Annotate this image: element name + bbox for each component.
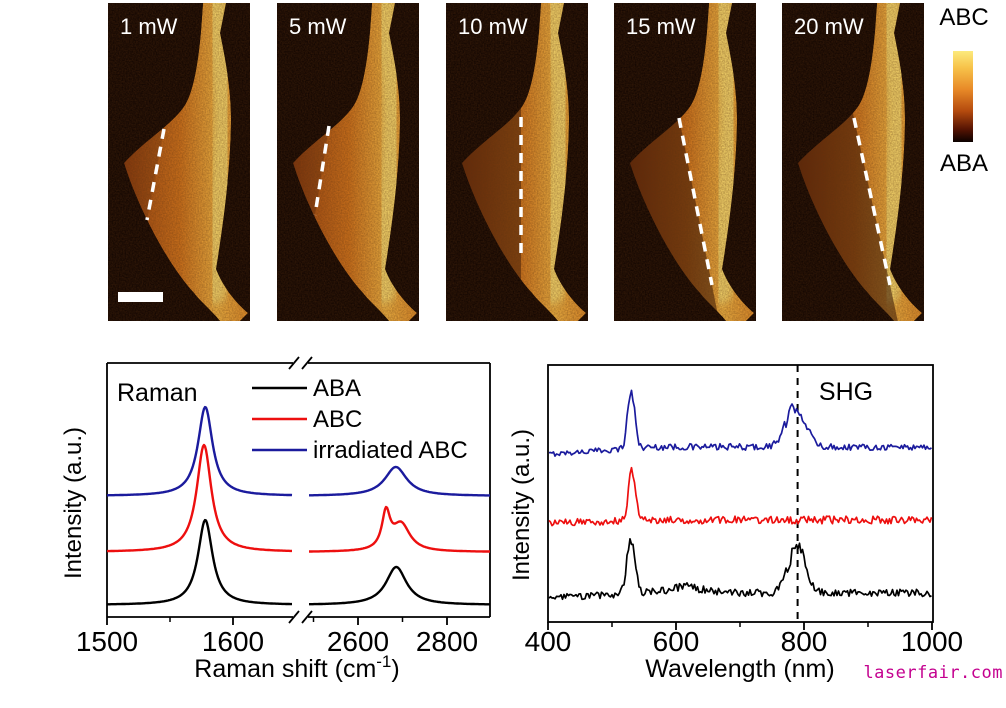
noise-texture: [108, 3, 250, 321]
shg-y-axis-label: Intensity (a.u.): [508, 429, 535, 581]
shg-curve-irradiated-ABC: [548, 389, 933, 457]
shg-axes-box: [547, 364, 934, 623]
domain-boundary-dashed-line: [145, 128, 166, 221]
shg-curve-ABA: [548, 537, 932, 601]
raman-plot: 1500 1600 2600 2800 Raman ABA ABC irradiated AB…: [60, 356, 491, 683]
raman-axes-box: [106, 362, 491, 618]
noise-texture: [277, 3, 419, 321]
x-tick-label: 2600: [327, 626, 389, 657]
raman-curve-ABA: [308, 565, 491, 606]
noise-texture: [782, 3, 924, 321]
domain-boundary-dashed-line: [313, 125, 331, 216]
x-tick-label: 400: [525, 626, 572, 657]
x-tick-label: 1000: [901, 626, 963, 657]
axis-break-mark: [288, 610, 300, 624]
raman-x-axis-label: Raman shift (cm-1): [194, 652, 399, 683]
power-map-panel: 20 mW: [782, 3, 924, 321]
power-map-panel: 10 mW: [446, 3, 588, 321]
x-tick-label: 2800: [416, 626, 478, 657]
colorbar-top-label: ABC: [939, 4, 989, 31]
power-map-panel: 15 mW: [614, 3, 756, 321]
raman-curve-ABC: [308, 505, 491, 553]
panel-power-label: 5 mW: [289, 14, 347, 39]
raman-curve-ABA: [106, 518, 293, 606]
shg-curve-ABC: [548, 466, 933, 527]
power-map-panel: 5 mW: [277, 3, 419, 321]
power-map-panel: 1 mW: [108, 3, 250, 321]
x-tick-label: 1500: [76, 626, 138, 657]
noise-texture: [446, 3, 588, 321]
watermark: laserfair.com: [863, 663, 1003, 683]
raman-y-axis-label: Intensity (a.u.): [60, 427, 87, 579]
noise-texture: [614, 3, 756, 321]
panel-power-label: 20 mW: [794, 14, 864, 39]
panel-power-label: 15 mW: [626, 14, 696, 39]
panel-power-label: 1 mW: [120, 14, 178, 39]
x-tick-label: 800: [781, 626, 828, 657]
shg-title: SHG: [819, 378, 873, 406]
legend-label: ABA: [313, 375, 361, 402]
x-tick-label: 1600: [202, 626, 264, 657]
colorbar-gradient: [953, 51, 973, 142]
axis-break-mark: [301, 610, 313, 624]
raman-curve-irradiated-ABC: [106, 405, 293, 497]
legend-label: ABC: [313, 406, 362, 433]
legend-label: irradiated ABC: [313, 437, 468, 464]
axis-break-mark: [288, 356, 300, 370]
axis-break-mark: [301, 356, 313, 370]
raman-title: Raman: [117, 379, 198, 407]
colorbar-bottom-label: ABA: [939, 150, 989, 177]
raman-curve-ABC: [106, 443, 293, 553]
panel-power-label: 10 mW: [458, 14, 528, 39]
shg-x-axis-label: Wavelength (nm): [645, 655, 834, 683]
scale-bar: [118, 292, 163, 302]
x-tick-label: 600: [653, 626, 700, 657]
raman-curve-irradiated-ABC: [308, 465, 491, 497]
shg-plot: 400 600 800 1000 SHG Intensity (a.u.) Waveleng…: [508, 364, 963, 683]
